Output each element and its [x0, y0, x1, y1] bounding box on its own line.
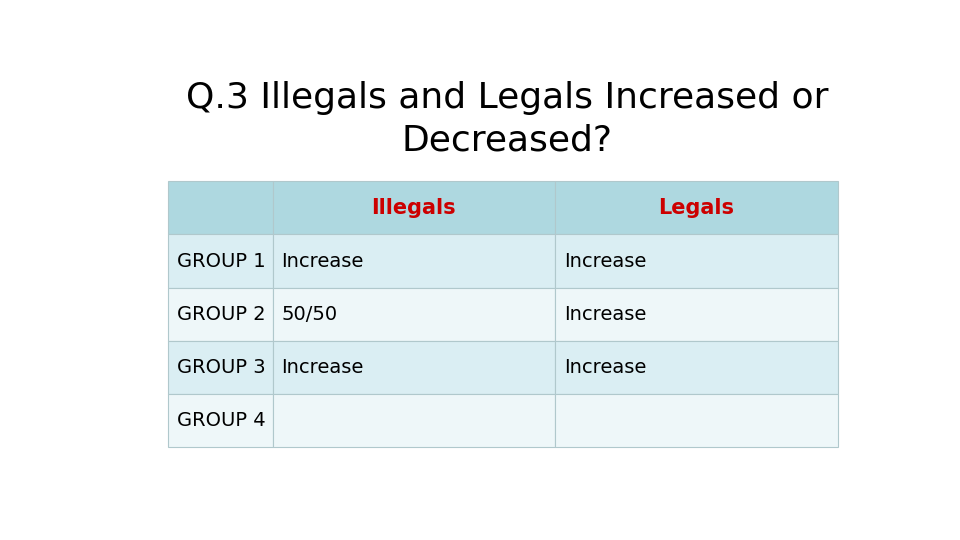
Bar: [555, 341, 838, 394]
Bar: [168, 234, 273, 288]
Bar: [273, 341, 555, 394]
Text: GROUP 1: GROUP 1: [178, 252, 266, 271]
Bar: [555, 394, 838, 447]
Bar: [273, 394, 555, 447]
Text: GROUP 3: GROUP 3: [178, 358, 266, 377]
Text: Q.3 Illegals and Legals Increased or
Decreased?: Q.3 Illegals and Legals Increased or Dec…: [185, 82, 828, 158]
Text: Increase: Increase: [564, 358, 646, 377]
Text: GROUP 4: GROUP 4: [178, 411, 266, 430]
Text: GROUP 2: GROUP 2: [178, 305, 266, 324]
Bar: [555, 288, 838, 341]
Bar: [555, 234, 838, 288]
Text: Legals: Legals: [659, 198, 734, 218]
Text: Illegals: Illegals: [372, 198, 456, 218]
Bar: [273, 181, 555, 234]
Bar: [168, 394, 273, 447]
Bar: [555, 181, 838, 234]
Text: Increase: Increase: [281, 358, 364, 377]
Text: 50/50: 50/50: [281, 305, 338, 324]
Text: Increase: Increase: [564, 305, 646, 324]
Bar: [168, 288, 273, 341]
Bar: [273, 288, 555, 341]
Text: Increase: Increase: [564, 252, 646, 271]
Bar: [273, 234, 555, 288]
Text: Increase: Increase: [281, 252, 364, 271]
Bar: [168, 341, 273, 394]
Bar: [168, 181, 273, 234]
